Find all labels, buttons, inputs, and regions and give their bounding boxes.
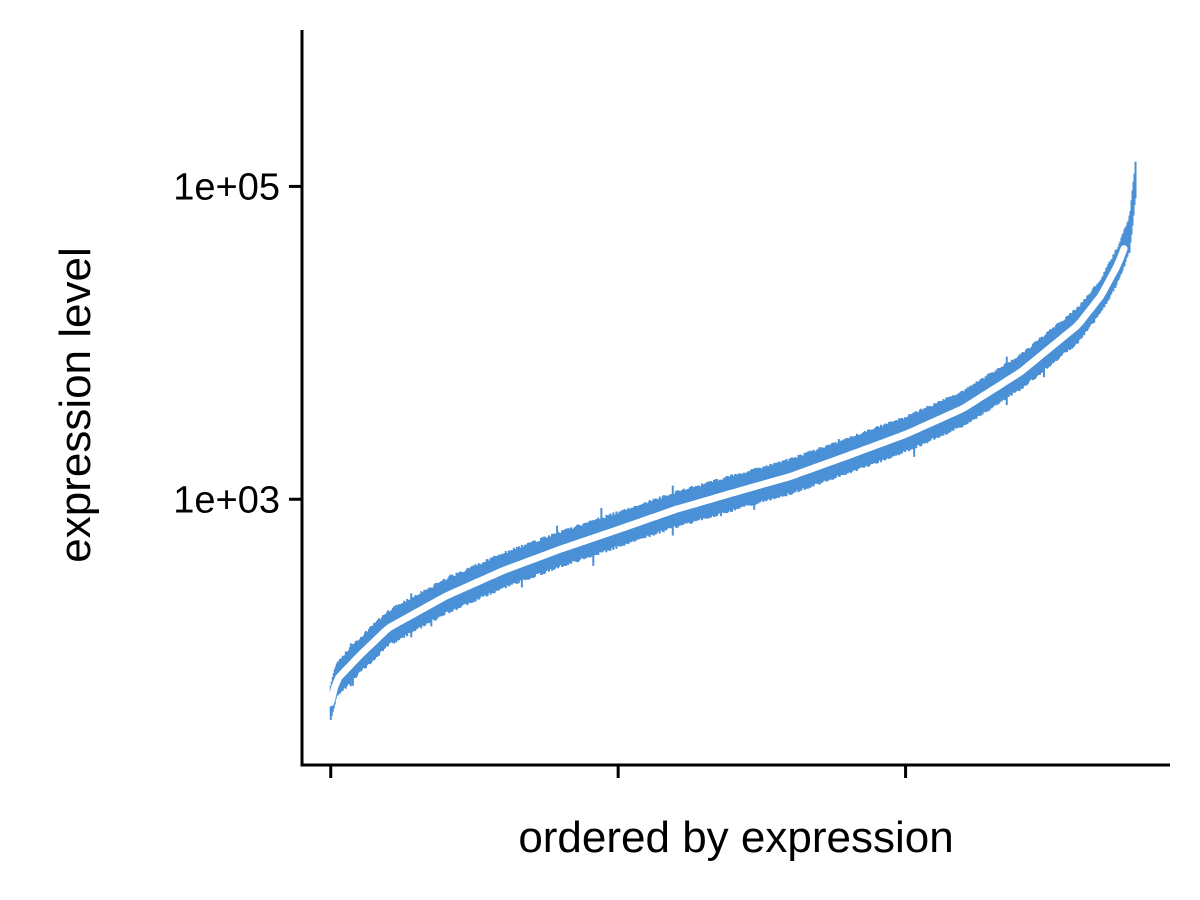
- median-line: [327, 245, 1128, 707]
- x-axis-title: ordered by expression: [518, 813, 953, 862]
- y-ticks: 1e+03 1e+05: [173, 166, 302, 521]
- distribution-band: [329, 161, 1137, 720]
- y-axis-title: expression level: [51, 247, 100, 563]
- y-tick-label: 1e+05: [173, 166, 280, 208]
- y-tick-label: 1e+03: [173, 479, 280, 521]
- x-ticks: [329, 765, 908, 778]
